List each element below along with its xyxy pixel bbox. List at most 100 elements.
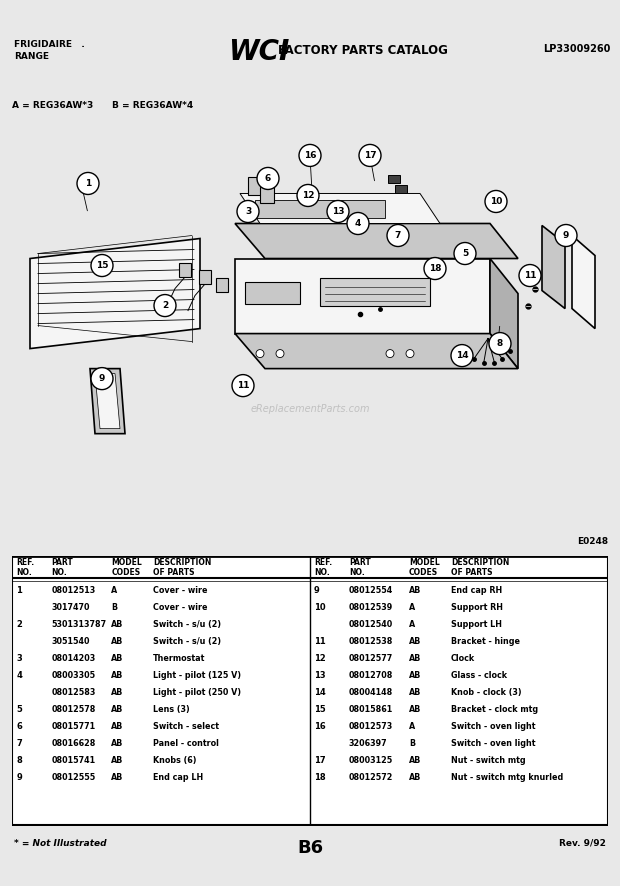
Text: Knobs (6): Knobs (6) <box>153 756 197 765</box>
Text: Light - pilot (125 V): Light - pilot (125 V) <box>153 671 241 680</box>
Text: Cover - wire: Cover - wire <box>153 602 208 611</box>
Text: 3206397: 3206397 <box>349 739 388 748</box>
Polygon shape <box>235 259 490 334</box>
Circle shape <box>406 350 414 358</box>
Polygon shape <box>235 334 518 369</box>
Text: Knob - clock (3): Knob - clock (3) <box>451 688 521 696</box>
Text: 7: 7 <box>395 231 401 240</box>
Circle shape <box>256 350 264 358</box>
Text: RANGE: RANGE <box>14 52 49 61</box>
Circle shape <box>91 254 113 276</box>
Circle shape <box>387 224 409 246</box>
Circle shape <box>276 350 284 358</box>
Text: Switch - s/u (2): Switch - s/u (2) <box>153 636 221 646</box>
Text: B6: B6 <box>297 839 323 857</box>
Text: 08012583: 08012583 <box>51 688 95 696</box>
Text: 08012554: 08012554 <box>349 586 393 595</box>
Text: End cap LH: End cap LH <box>153 773 203 781</box>
Text: 12: 12 <box>314 654 326 663</box>
Text: 3051540: 3051540 <box>51 636 90 646</box>
FancyBboxPatch shape <box>179 262 191 276</box>
FancyBboxPatch shape <box>216 277 228 291</box>
Text: B: B <box>111 602 117 611</box>
Text: AB: AB <box>409 704 421 713</box>
Text: Support LH: Support LH <box>451 619 502 628</box>
Text: 08012578: 08012578 <box>51 704 95 713</box>
Text: Nut - switch mtg: Nut - switch mtg <box>451 756 525 765</box>
Text: DESCRIPTION
OF PARTS: DESCRIPTION OF PARTS <box>153 557 211 577</box>
Circle shape <box>299 144 321 167</box>
Text: 18: 18 <box>429 264 441 273</box>
Text: 18: 18 <box>314 773 326 781</box>
Text: 08015741: 08015741 <box>51 756 95 765</box>
Text: Lens (3): Lens (3) <box>153 704 190 713</box>
Circle shape <box>232 375 254 397</box>
Text: Glass - clock: Glass - clock <box>451 671 507 680</box>
Text: 08012572: 08012572 <box>349 773 393 781</box>
Text: 8: 8 <box>497 339 503 348</box>
Text: 08003125: 08003125 <box>349 756 393 765</box>
Polygon shape <box>240 193 440 223</box>
Circle shape <box>485 190 507 213</box>
FancyBboxPatch shape <box>12 556 608 826</box>
Text: 7: 7 <box>16 739 22 748</box>
Text: 12: 12 <box>302 191 314 200</box>
Text: AB: AB <box>409 773 421 781</box>
Text: 08004148: 08004148 <box>349 688 393 696</box>
Text: FRIGIDAIRE   .: FRIGIDAIRE . <box>14 40 85 50</box>
Text: E0248: E0248 <box>577 537 608 546</box>
Text: AB: AB <box>409 756 421 765</box>
Polygon shape <box>95 374 120 429</box>
Text: 1: 1 <box>16 586 22 595</box>
Text: 08012573: 08012573 <box>349 722 393 731</box>
Polygon shape <box>90 369 125 433</box>
Circle shape <box>327 200 349 222</box>
FancyBboxPatch shape <box>199 269 211 284</box>
Text: AB: AB <box>111 704 123 713</box>
FancyBboxPatch shape <box>255 200 385 219</box>
Polygon shape <box>572 236 595 329</box>
Polygon shape <box>30 238 200 348</box>
Text: 08012555: 08012555 <box>51 773 95 781</box>
Text: 5: 5 <box>462 249 468 258</box>
Text: 4: 4 <box>355 219 361 228</box>
Polygon shape <box>235 223 518 259</box>
Circle shape <box>257 167 279 190</box>
Text: 8: 8 <box>16 756 22 765</box>
Text: 08012708: 08012708 <box>349 671 393 680</box>
Text: End cap RH: End cap RH <box>451 586 502 595</box>
Text: 1: 1 <box>85 179 91 188</box>
Text: * = Not Illustrated: * = Not Illustrated <box>14 839 107 848</box>
Text: REF.
NO.: REF. NO. <box>16 557 35 577</box>
Text: 11: 11 <box>314 636 326 646</box>
Text: AB: AB <box>111 654 123 663</box>
Polygon shape <box>490 259 518 369</box>
Text: Support RH: Support RH <box>451 602 503 611</box>
Text: Switch - select: Switch - select <box>153 722 219 731</box>
Text: Thermostat: Thermostat <box>153 654 206 663</box>
Text: 08014203: 08014203 <box>51 654 95 663</box>
Text: eReplacementParts.com: eReplacementParts.com <box>250 404 370 414</box>
Text: AB: AB <box>111 739 123 748</box>
Text: 17: 17 <box>364 151 376 160</box>
Text: 9: 9 <box>99 374 105 383</box>
Text: 13: 13 <box>314 671 326 680</box>
Text: 3: 3 <box>16 654 22 663</box>
Text: AB: AB <box>111 671 123 680</box>
Text: 3: 3 <box>245 207 251 216</box>
Text: Bracket - hinge: Bracket - hinge <box>451 636 520 646</box>
Text: MODEL
CODES: MODEL CODES <box>409 557 440 577</box>
Circle shape <box>91 368 113 390</box>
Circle shape <box>451 345 473 367</box>
Text: 15: 15 <box>95 261 108 270</box>
Circle shape <box>519 265 541 286</box>
Text: AB: AB <box>111 636 123 646</box>
FancyBboxPatch shape <box>395 185 407 193</box>
Text: Nut - switch mtg knurled: Nut - switch mtg knurled <box>451 773 563 781</box>
Text: PART
NO.: PART NO. <box>51 557 73 577</box>
Text: 6: 6 <box>265 174 271 183</box>
Text: Bracket - clock mtg: Bracket - clock mtg <box>451 704 538 713</box>
Circle shape <box>77 173 99 194</box>
Text: 08012540: 08012540 <box>349 619 393 628</box>
Text: AB: AB <box>409 636 421 646</box>
